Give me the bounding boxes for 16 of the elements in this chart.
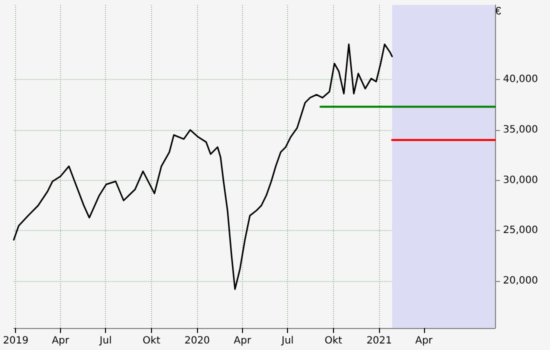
x-tick-label: Jul (98, 336, 112, 346)
x-tick-label: Okt (324, 336, 342, 346)
y-tick-label: 30,000 (503, 174, 538, 186)
x-tick-label: Jul (280, 336, 294, 346)
x-tick-label: 2021 (366, 336, 392, 346)
x-tick-label: Apr (52, 336, 70, 346)
y-tick-label: 25,000 (503, 225, 538, 236)
x-tick-label: Apr (415, 336, 434, 346)
x-tick-label: Okt (142, 336, 160, 346)
x-tick-label: 2020 (184, 336, 210, 346)
y-tick-label: 40,000 (503, 74, 538, 86)
y-tick-label: 20,000 (503, 276, 538, 287)
x-tick-label: Apr (234, 336, 252, 346)
line-series (12, 44, 393, 290)
y-tick-label: 35,000 (503, 124, 538, 136)
x-tick-label: 2019 (3, 336, 28, 346)
